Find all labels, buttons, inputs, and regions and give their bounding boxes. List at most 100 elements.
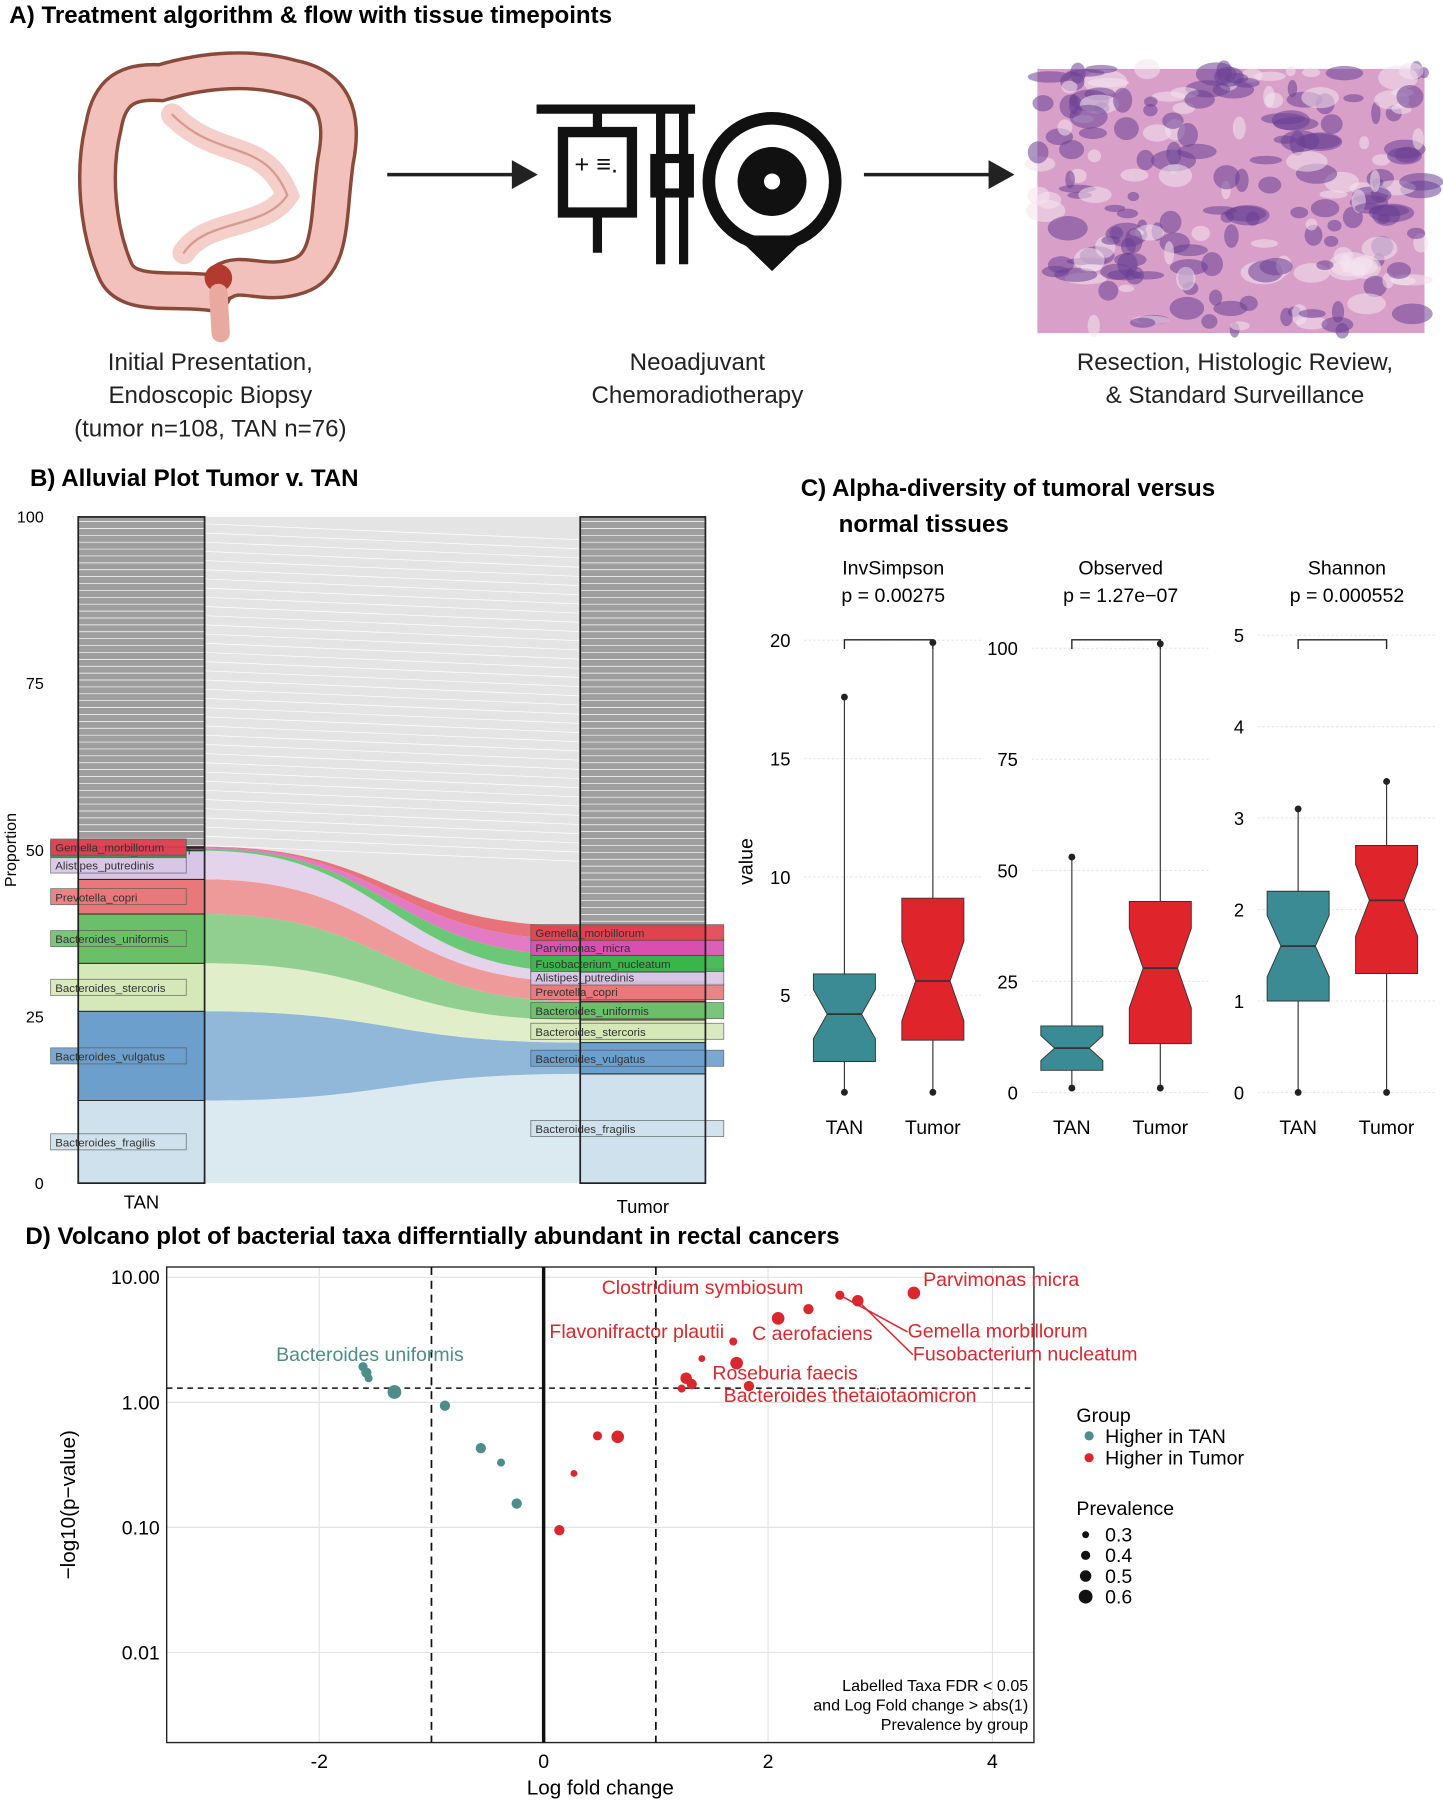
taxon-label: Bacteroides_vulgatus: [535, 1054, 645, 1066]
tissue-blob: [1069, 104, 1108, 129]
y-tick-label: 0: [1234, 1082, 1244, 1103]
tissue-blob: [1310, 199, 1340, 218]
tissue-blob: [1324, 235, 1339, 247]
panel-title: normal tissues: [839, 511, 1009, 538]
panel-title: D) Volcano plot of bacterial taxa differ…: [25, 1223, 839, 1250]
ribbon: [204, 913, 581, 1020]
extreme-point: [1294, 805, 1302, 813]
step-caption: Endoscopic Biopsy: [108, 382, 312, 409]
label-connector: [839, 1294, 908, 1333]
tissue-blob: [1169, 296, 1205, 320]
taxon-label: Fusobacterium_nucleatum: [535, 959, 670, 971]
point: [907, 1286, 921, 1300]
box: [1355, 845, 1419, 975]
tissue-blob: [1059, 139, 1085, 160]
y-tick-label: 5: [780, 985, 790, 1006]
column-outline: [579, 516, 707, 1185]
p-value: p = 0.00275: [841, 585, 945, 607]
point: [554, 1525, 565, 1536]
tissue-blob: [1391, 303, 1433, 325]
label-box: [530, 1049, 725, 1067]
tissue-blob: [1259, 257, 1293, 276]
flow-stripe: [204, 551, 581, 568]
point: [698, 1355, 706, 1363]
flow-stripe: [204, 642, 581, 660]
tissue-blob: [1080, 263, 1103, 272]
ribbon-remainder: [204, 516, 581, 926]
tissue-blob: [1164, 241, 1175, 265]
p-value: p = 1.27e−07: [1063, 585, 1178, 607]
tissue-blob: [1032, 95, 1054, 112]
flow-stripe: [204, 587, 581, 605]
tissue-blob: [1254, 71, 1286, 81]
legend-label: Higher in Tumor: [1105, 1448, 1244, 1470]
tissue-blob: [1304, 224, 1323, 246]
tissue-blob: [1057, 119, 1073, 136]
flow-stripe: [204, 725, 581, 743]
annotation: and Log Fold change > abs(1): [813, 1696, 1028, 1714]
flow-stripe: [204, 753, 581, 770]
point: [803, 1303, 814, 1315]
tissue-blob: [1129, 317, 1156, 328]
step-caption: Chemoradiotherapy: [592, 382, 804, 409]
y-tick-label: 1.00: [122, 1392, 160, 1414]
flow-arrows: [387, 160, 1015, 190]
tissue-blob: [1177, 143, 1217, 160]
tissue-blob: [1327, 219, 1342, 232]
ribbon: [204, 847, 581, 956]
y-tick-label: 0.01: [122, 1642, 160, 1664]
point: [592, 1431, 603, 1441]
point: [771, 1312, 785, 1325]
flow-stripe: [204, 817, 581, 835]
size-swatch: [1078, 1589, 1093, 1604]
tissue-blob: [1144, 96, 1158, 107]
label-box: [530, 1120, 725, 1137]
facet-title: Observed: [1078, 557, 1163, 579]
tissue-blob: [1162, 112, 1184, 129]
legend-title: Prevalence: [1076, 1498, 1174, 1520]
ribbon: [204, 963, 581, 1043]
extreme-point: [1156, 1084, 1164, 1092]
tissue-blob: [1290, 206, 1309, 219]
point-label: Roseburia faecis: [712, 1363, 858, 1385]
tissue-blob: [1325, 65, 1364, 81]
tissue-blob: [1134, 58, 1161, 80]
flow-stripe: [204, 679, 581, 697]
tissue-blob: [1201, 252, 1223, 277]
label-box: [50, 1133, 187, 1151]
tissue-blob: [1113, 87, 1133, 113]
tissue-blob: [1087, 78, 1129, 88]
y-tick-label: 75: [26, 675, 44, 693]
flow-stripe: [204, 845, 581, 862]
tissue-blob: [1098, 280, 1119, 301]
tissue-blob: [1176, 266, 1196, 291]
tissue-blob: [1301, 87, 1340, 109]
point: [743, 1380, 755, 1392]
taxon-label: Bacteroides_uniformis: [535, 1006, 649, 1018]
tissue-blob: [1258, 176, 1282, 194]
tissue-blob: [1078, 127, 1107, 139]
taxon-label: Gemella_morbillorum: [55, 843, 164, 855]
tissue-blob: [1118, 284, 1135, 293]
tissue-blob: [1331, 301, 1345, 323]
y-tick-label: 10.00: [111, 1267, 160, 1289]
y-tick-label: 10: [770, 867, 790, 888]
tissue-blob: [1320, 114, 1343, 135]
tissue-blob: [1386, 262, 1411, 279]
tissue-blob: [1100, 263, 1134, 280]
panel-a-title: A) Treatment algorithm & flow with tissu…: [9, 2, 612, 29]
y-tick-label: 25: [997, 971, 1017, 992]
tissue-blob: [1213, 300, 1248, 317]
point: [729, 1337, 738, 1346]
y-tick-label: 50: [26, 842, 44, 860]
x-tick-label: Tumor: [1359, 1117, 1415, 1139]
taxon-label: Bacteroides_vulgatus: [55, 1051, 165, 1063]
taxon-label: Bacteroides_uniformis: [55, 934, 169, 946]
tissue-blob: [1061, 80, 1078, 94]
tissue-blob: [1399, 172, 1443, 191]
tissue-blob: [1159, 232, 1190, 254]
flow-stripe: [204, 808, 581, 825]
label-box: [50, 978, 187, 996]
point: [570, 1470, 578, 1477]
label-box: [530, 1022, 725, 1040]
